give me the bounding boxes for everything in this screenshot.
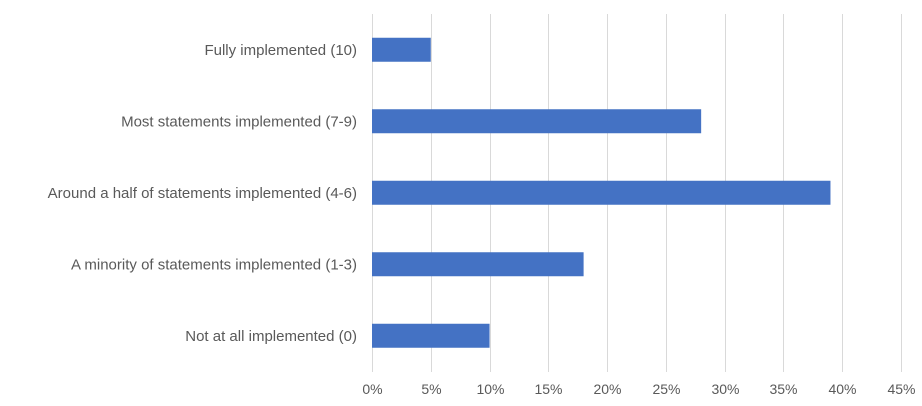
category-label: Most statements implemented (7-9) xyxy=(121,113,357,130)
category-labels: Fully implemented (10) Most statements im… xyxy=(48,42,357,345)
x-tick-label: 30% xyxy=(711,381,739,397)
bar-0 xyxy=(372,37,431,62)
category-label: Around a half of statements implemented … xyxy=(48,185,357,202)
category-label: A minority of statements implemented (1-… xyxy=(71,256,357,273)
bar-2 xyxy=(372,180,831,205)
category-label: Fully implemented (10) xyxy=(204,42,357,59)
x-tick-label: 45% xyxy=(887,381,915,397)
bars xyxy=(372,37,831,348)
x-tick-label: 0% xyxy=(362,381,382,397)
x-axis-tick-labels: 0% 5% 10% 15% 20% 25% 30% 35% 40% 45% xyxy=(362,381,915,397)
x-tick-label: 35% xyxy=(769,381,797,397)
x-tick-label: 20% xyxy=(593,381,621,397)
bar-3 xyxy=(372,252,584,277)
bar-1 xyxy=(372,109,702,134)
x-tick-label: 40% xyxy=(828,381,856,397)
x-tick-label: 5% xyxy=(421,381,441,397)
bar-4 xyxy=(372,323,490,348)
category-label: Not at all implemented (0) xyxy=(185,328,357,345)
x-tick-label: 15% xyxy=(534,381,562,397)
x-tick-label: 25% xyxy=(652,381,680,397)
x-tick-label: 10% xyxy=(476,381,504,397)
